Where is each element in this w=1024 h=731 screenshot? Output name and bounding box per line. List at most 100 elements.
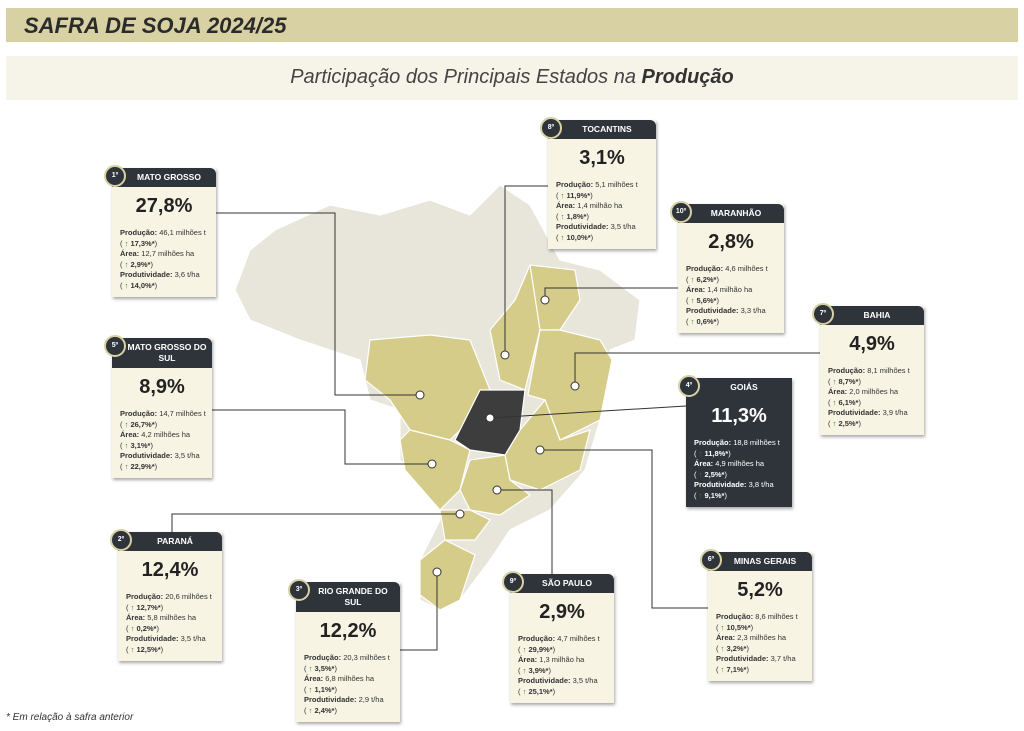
change-line: ( ↑ 3,5%*)	[304, 663, 337, 673]
up-arrow: ↑	[308, 684, 313, 694]
up-arrow: ↑	[560, 232, 565, 242]
change-value: 17,3%*	[130, 238, 155, 248]
change-value: 2,5%*	[838, 418, 859, 428]
connector	[216, 212, 420, 396]
detail-label: Produção:	[686, 264, 724, 273]
change-value: 3,9%*	[528, 665, 549, 675]
connector	[574, 352, 820, 386]
rank-badge: 10º	[670, 201, 692, 223]
detail-value: 14,7 milhões t	[159, 409, 206, 418]
card-header: 4º GOIÁS	[678, 375, 792, 397]
state-card: 4º GOIÁS 11,3% Produção: 18,8 milhões t( ↑ …	[678, 375, 792, 507]
rank-badge: 7º	[812, 303, 834, 325]
detail-line: Produtividade: 3,5 t/ha	[518, 676, 608, 687]
detail-label: Produtividade:	[686, 306, 739, 315]
state-card: 3º RIO GRANDE DO SUL 12,2% Produção: 20,3 m…	[288, 579, 400, 722]
marker	[570, 381, 580, 391]
detail-line: Produção: 46,1 milhões t	[120, 228, 210, 239]
state-pr	[439, 509, 491, 541]
rank-badge: 8º	[540, 117, 562, 139]
state-card: 6º MINAS GERAIS 5,2% Produção: 8,6 milhões …	[700, 549, 812, 681]
rank-badge: 6º	[700, 549, 722, 571]
detail-label: Área:	[716, 633, 736, 642]
detail-value: 2,9 t/ha	[358, 695, 384, 704]
card-header: 8º TOCANTINS	[540, 117, 656, 139]
rank-badge: 5º	[104, 335, 126, 357]
up-arrow: ↑	[832, 397, 837, 407]
detail-label: Área:	[828, 387, 848, 396]
share: 8,9%	[139, 376, 185, 398]
up-arrow: ↑	[130, 623, 135, 633]
detail-value: 6,8 milhões ha	[325, 674, 375, 683]
detail-value: 3,3 t/ha	[740, 306, 766, 315]
state-name: PARANÁ	[157, 536, 193, 546]
detail-value: 1,4 milhão ha	[577, 201, 623, 210]
card-header: 5º MATO GROSSO DO SUL	[104, 335, 212, 368]
connector	[540, 449, 708, 609]
rank-badge: 9º	[502, 571, 524, 593]
detail-line: Produção: 5,1 milhões t	[556, 180, 650, 191]
change-line: ( ↑ 0,2%*)	[126, 623, 159, 633]
state-ba	[527, 329, 613, 441]
detail-line: Produção: 8,6 milhões t	[716, 612, 806, 623]
detail-label: Área:	[518, 655, 538, 664]
detail-line: Produtividade: 3,5 t/ha	[126, 634, 216, 645]
change-line: ( ↑ 8,7%*)	[828, 376, 861, 386]
card-header: 7º BAHIA	[812, 303, 924, 325]
detail-label: Produção:	[716, 612, 754, 621]
change-line: ( ↑ 2,5%*)	[828, 418, 861, 428]
detail-label: Produtividade:	[694, 480, 747, 489]
change-value: 26,7%*	[130, 419, 155, 429]
detail-line: Área: 1,4 milhão ha	[556, 201, 650, 212]
detail-value: 5,8 milhões ha	[147, 613, 197, 622]
detail-line: Área: 2,3 milhões ha	[716, 633, 806, 644]
change-value: 7,1%*	[726, 664, 747, 674]
detail-value: 5,1 milhões t	[595, 180, 638, 189]
card-header: 9º SÃO PAULO	[502, 571, 614, 593]
state-card: 8º TOCANTINS 3,1% Produção: 5,1 milhões t( …	[540, 117, 656, 249]
change-line: ( ↑ 12,7%*)	[126, 602, 164, 612]
connector	[212, 409, 432, 465]
rank-badge: 3º	[288, 579, 310, 601]
change-value: 14,0%*	[130, 280, 155, 290]
connector	[171, 513, 460, 535]
up-arrow: ↑	[720, 664, 725, 674]
connector	[504, 185, 548, 355]
detail-label: Produção:	[304, 653, 342, 662]
marker	[427, 459, 437, 469]
change-value: 10,5%*	[726, 622, 751, 632]
share: 3,1%	[579, 147, 625, 169]
change-line: ( ↑ 0,6%*)	[686, 316, 719, 326]
detail-label: Produtividade:	[716, 654, 769, 663]
detail-value: 46,1 milhões t	[159, 228, 206, 237]
change-line: ( ↑ 11,9%*)	[556, 190, 593, 200]
subtitle-emphasis: Produção	[641, 66, 734, 88]
change-line: ( ↑ 10,0%*)	[556, 232, 594, 242]
up-arrow: ↑	[690, 274, 695, 284]
share: 27,8%	[135, 195, 193, 217]
state-name: TOCANTINS	[582, 124, 632, 134]
change-line: ( ↑ 6,1%*)	[828, 397, 861, 407]
state-name: MATO GROSSO DO SUL	[127, 342, 207, 363]
detail-label: Produção:	[126, 592, 164, 601]
footnote: * Em relação à safra anterior	[6, 712, 134, 723]
detail-value: 8,1 milhões t	[867, 366, 910, 375]
detail-line: Produção: 18,8 milhões t	[694, 438, 786, 449]
detail-value: 2,3 milhões ha	[737, 633, 787, 642]
change-line: ( ↑ 5,6%*)	[686, 295, 719, 305]
detail-line: Produtividade: 2,9 t/ha	[304, 695, 394, 706]
change-line: ( ↑ 10,5%*)	[716, 622, 754, 632]
share: 2,9%	[539, 601, 585, 623]
detail-label: Produtividade:	[518, 676, 571, 685]
detail-line: Produtividade: 3,6 t/ha	[120, 270, 210, 281]
up-arrow: ↑	[308, 705, 313, 715]
subtitle-bar: Participação dos Principais Estados na P…	[6, 56, 1018, 100]
detail-value: 3,5 t/ha	[572, 676, 598, 685]
detail-value: 20,3 milhões t	[343, 653, 390, 662]
change-value: 2,5%*	[704, 469, 725, 479]
detail-line: Produtividade: 3,9 t/ha	[828, 408, 918, 419]
detail-line: Área: 4,2 milhões ha	[120, 430, 206, 441]
up-arrow: ↑	[560, 190, 565, 200]
card-header: 3º RIO GRANDE DO SUL	[288, 579, 400, 612]
